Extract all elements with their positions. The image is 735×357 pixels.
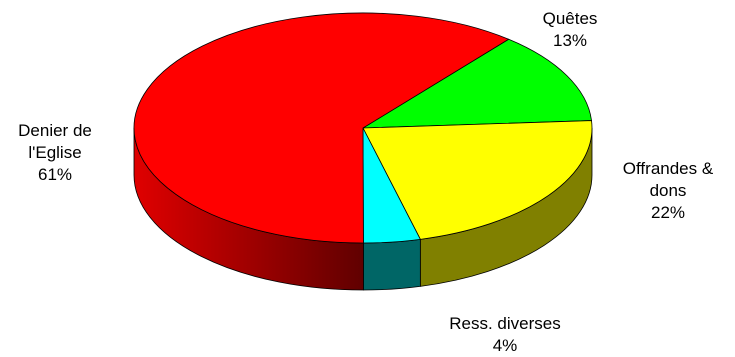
slice-percent: 4%: [492, 336, 518, 355]
slice-name: Quêtes: [542, 9, 598, 28]
pie-slice-0: [361, 38, 592, 129]
slice-label-quetes: Quêtes 13%: [520, 8, 620, 52]
pie-tops: [133, 12, 593, 244]
slice-percent: 22%: [650, 203, 686, 222]
pie-side-2: [363, 238, 421, 291]
pie-sides: [133, 127, 593, 291]
slice-name: Offrandes &: [622, 159, 714, 178]
slice-name: Ress. diverses: [449, 314, 561, 333]
slice-percent: 13%: [552, 31, 588, 50]
slice-name-line2: dons: [649, 181, 687, 200]
slice-name-line2: l'Eglise: [28, 143, 82, 162]
pie-slice-3: [133, 12, 510, 244]
slice-label-offrandes: Offrandes & dons 22%: [608, 158, 728, 224]
slice-percent: 61%: [37, 165, 73, 184]
slice-label-denier: Denier de l'Eglise 61%: [5, 120, 105, 186]
slice-label-ress-diverses: Ress. diverses 4%: [420, 313, 590, 357]
slice-name: Denier de: [18, 121, 92, 140]
pie-slice-1: [362, 120, 593, 240]
